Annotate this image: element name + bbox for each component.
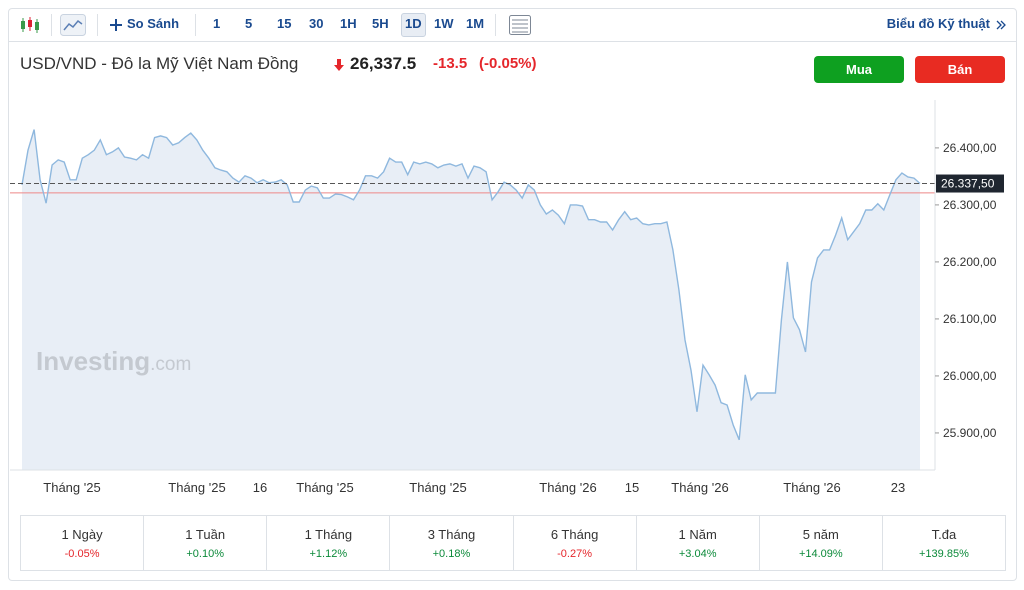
toolbar: So Sánh 1 5 15 30 1H 5H 1D 1W 1M Biểu đồ Kỹ thuậ…	[9, 9, 1016, 42]
interval-button[interactable]: 15	[277, 16, 292, 31]
performance-cell: 1 Năm +3.04%	[637, 516, 760, 570]
down-arrow	[334, 59, 344, 71]
technical-chart-link[interactable]: Biểu đồ Kỹ thuật	[886, 16, 990, 31]
x-tick-label: Tháng '25	[296, 480, 353, 495]
period-change: +14.09%	[798, 548, 843, 560]
interval-button[interactable]: 30	[309, 16, 324, 31]
performance-cell: 1 Tháng +1.12%	[267, 516, 391, 570]
period-label: 1 Ngày	[61, 527, 103, 542]
price-change-pct: (-0.05%)	[479, 55, 537, 72]
plus-icon[interactable]	[109, 18, 123, 32]
period-label: 3 Tháng	[427, 527, 476, 542]
candles-icon[interactable]	[19, 15, 43, 35]
period-label: T.đa	[931, 527, 957, 542]
price-chart: Investing.com 25.900,00 26.000,00 26.100,00…	[10, 100, 1004, 495]
x-tick-label: Tháng '26	[783, 480, 840, 495]
x-tick-label: Tháng '25	[43, 480, 100, 495]
period-label: 6 Tháng	[550, 527, 599, 542]
area-icon[interactable]	[60, 14, 86, 36]
widget-frame	[8, 8, 1017, 581]
period-label: 1 Tháng	[304, 527, 353, 542]
x-tick-label: Tháng '25	[409, 480, 466, 495]
y-tick-label: 26.000,00	[943, 369, 997, 383]
sell-button[interactable]: Bán	[915, 56, 1005, 83]
buy-button[interactable]: Mua	[814, 56, 904, 83]
performance-cell: 1 Tuần +0.10%	[144, 516, 268, 570]
interval-button[interactable]: 1D	[401, 13, 426, 37]
period-change: +139.85%	[919, 548, 969, 560]
price: 26,337.5	[350, 54, 417, 73]
instrument-title: USD/VND - Đô la Mỹ Việt Nam Đồng	[20, 54, 299, 73]
performance-cell: 3 Tháng +0.18%	[390, 516, 514, 570]
interval-button[interactable]: 1W	[434, 16, 454, 31]
interval-button[interactable]: 1H	[340, 16, 357, 31]
interval-button[interactable]: 1	[213, 16, 221, 31]
period-change: -0.27%	[557, 548, 592, 560]
y-tick-label: 26.200,00	[943, 255, 997, 269]
compare-button[interactable]: So Sánh	[127, 16, 180, 31]
watermark: Investing.com	[36, 346, 191, 376]
interval-button[interactable]: 1M	[466, 16, 485, 31]
y-tick-label: 26.300,00	[943, 198, 997, 212]
interval-button[interactable]: 5H	[372, 16, 389, 31]
y-tick-label: 26.100,00	[943, 312, 997, 326]
period-change: +3.04%	[678, 548, 717, 560]
x-tick-label: 15	[625, 480, 639, 495]
watermark-brand: Investing	[36, 346, 150, 376]
period-label: 5 năm	[802, 527, 839, 542]
performance-cell: T.đa +139.85%	[883, 516, 1005, 570]
performance-cell: 5 năm +14.09%	[760, 516, 883, 570]
watermark-suffix: .com	[150, 354, 191, 375]
period-change: +0.18%	[432, 548, 471, 560]
x-tick-label: Tháng '26	[671, 480, 728, 495]
chevron-icon[interactable]	[996, 19, 1006, 31]
performance-cell: 6 Tháng -0.27%	[514, 516, 637, 570]
period-change: -0.05%	[64, 548, 100, 560]
period-change: +0.10%	[186, 548, 224, 560]
period-change: +1.12%	[309, 548, 348, 560]
x-tick-label: 16	[253, 480, 267, 495]
price-line	[21, 129, 921, 441]
period-label: 1 Năm	[678, 527, 717, 542]
area-fill	[22, 129, 920, 470]
last-price-box	[936, 174, 1004, 193]
performance-cell: 1 Ngày -0.05%	[21, 516, 145, 570]
interval-button[interactable]: 5	[245, 16, 253, 31]
price-change: -13.5	[433, 55, 468, 72]
x-tick-label: 23	[891, 480, 905, 495]
last-price-label: 26.337,50	[941, 177, 995, 191]
y-tick-label: 26.400,00	[943, 141, 997, 155]
y-tick-label: 25.900,00	[943, 426, 997, 440]
period-label: 1 Tuần	[185, 527, 226, 542]
table-icon[interactable]	[508, 14, 532, 36]
x-tick-label: Tháng '25	[168, 480, 225, 495]
performance-table: 1 Ngày -0.05% 1 Tuần +0.10% 1 Tháng +1.12% 3 T…	[20, 515, 1006, 571]
x-tick-label: Tháng '26	[539, 480, 596, 495]
